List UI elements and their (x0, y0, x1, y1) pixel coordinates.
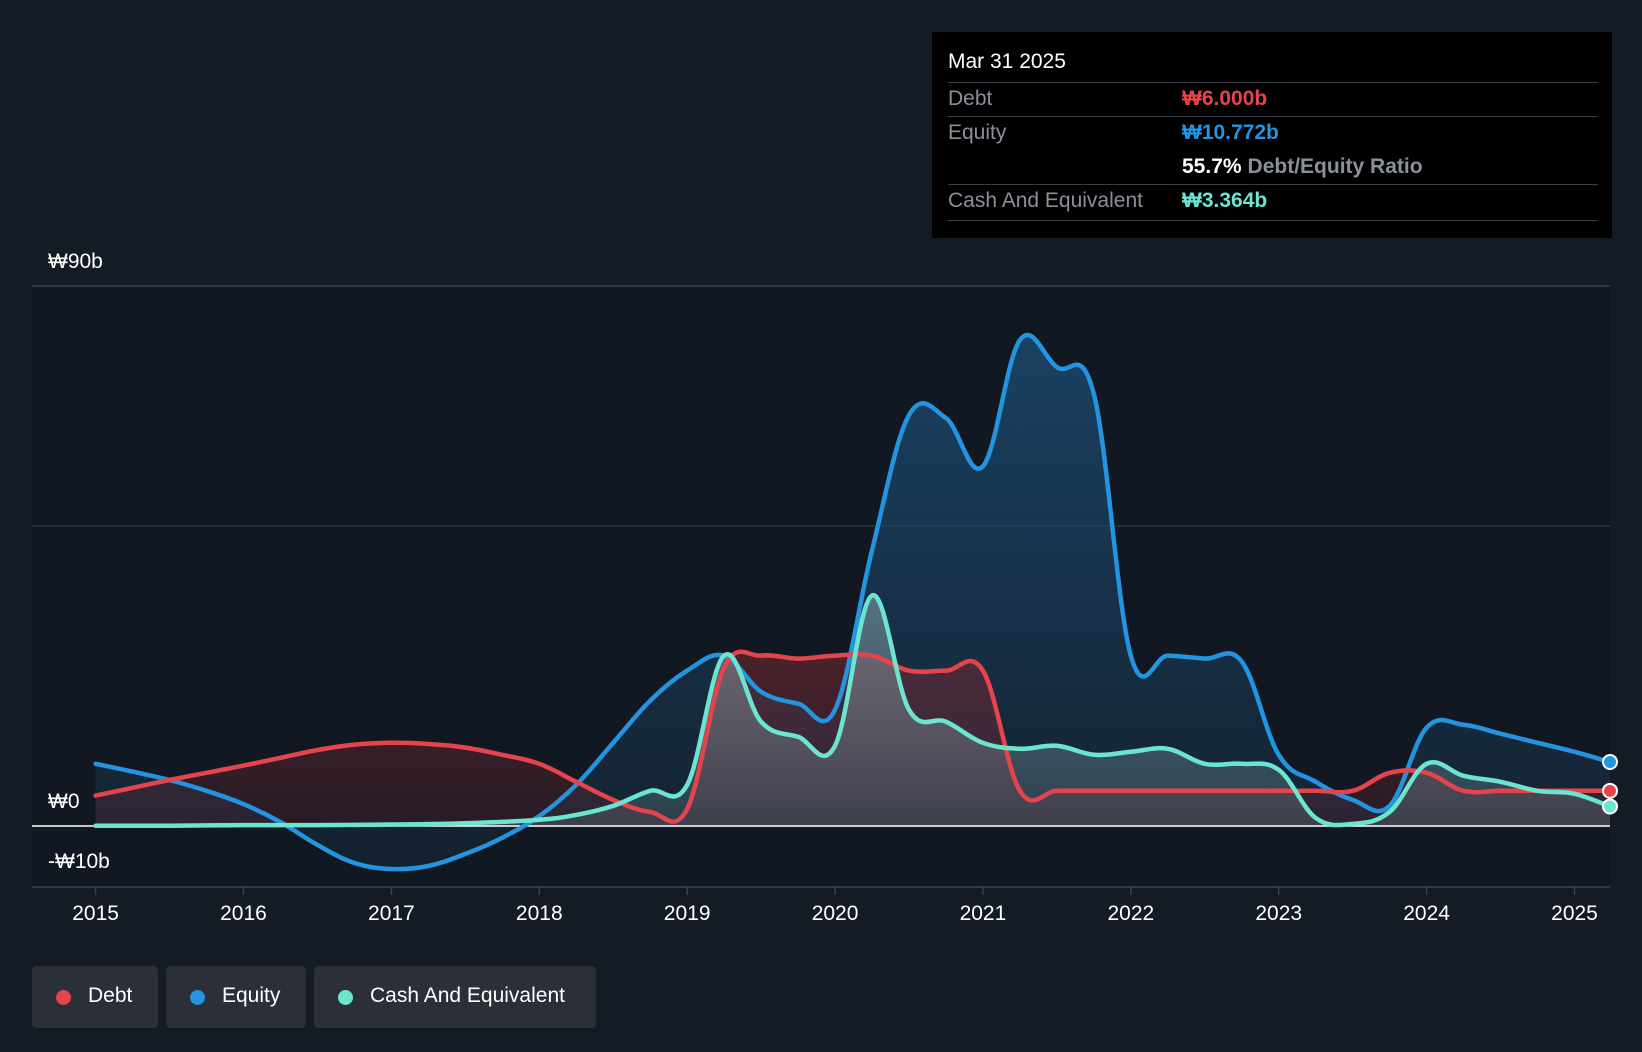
x-axis: 2015 2016 2017 2018 2019 2020 2021 2022 2023 2024… (72, 887, 1598, 925)
y-tick-0: ₩0 (48, 790, 80, 813)
tooltip-cash-label: Cash And Equivalent (948, 189, 1143, 212)
y-tick-90b: ₩90b (48, 250, 103, 273)
y-tick-neg10b: -₩10b (48, 850, 110, 873)
equity-line (93, 332, 1613, 872)
tooltip-equity-label: Equity (948, 121, 1007, 144)
x-tick-label: 2015 (72, 902, 119, 925)
x-tick-label: 2021 (960, 902, 1007, 925)
legend-equity[interactable]: Equity (166, 966, 306, 1028)
series-lines (93, 332, 1613, 872)
tooltip-date: Mar 31 2025 (948, 50, 1066, 73)
tooltip-cash-row: Cash And Equivalent ₩3.364b (948, 184, 1598, 219)
tooltip-equity-value: ₩10.772b (1182, 121, 1279, 144)
tooltip-debt-label: Debt (948, 87, 993, 110)
debt-line (93, 649, 1613, 824)
tooltip-debt-value: ₩6.000b (1182, 87, 1268, 110)
tooltip-divider (948, 220, 1598, 221)
x-tick-label: 2023 (1255, 902, 1302, 925)
legend-cash[interactable]: Cash And Equivalent (314, 966, 596, 1028)
legend-equity-label: Equity (222, 984, 281, 1007)
cash-dot-icon (338, 990, 353, 1005)
debt-dot-icon (56, 990, 71, 1005)
x-tick-label: 2016 (220, 902, 267, 925)
tooltip-ratio-value: 55.7% (1182, 155, 1242, 178)
equity-dot-icon (190, 990, 205, 1005)
equity-endpoint[interactable] (1602, 753, 1618, 770)
series-areas (95, 335, 1611, 870)
x-tick-label: 2022 (1107, 902, 1154, 925)
equity-area (95, 335, 1611, 870)
tooltip-debt-row: Debt ₩6.000b (948, 82, 1598, 117)
x-tick-label: 2024 (1403, 902, 1450, 925)
legend-debt[interactable]: Debt (32, 966, 158, 1028)
x-tick-label: 2017 (368, 902, 415, 925)
x-tick-label: 2020 (812, 902, 859, 925)
tooltip-cash-value: ₩3.364b (1182, 189, 1268, 212)
cash-area (95, 595, 1611, 827)
x-tick-label: 2019 (664, 902, 711, 925)
legend-debt-label: Debt (88, 984, 133, 1007)
x-tick-label: 2018 (516, 902, 563, 925)
tooltip: Mar 31 2025 Debt ₩6.000b Equity ₩10.772b… (932, 32, 1612, 238)
tooltip-equity-row: Equity ₩10.772b 55.7% Debt/Equity Ratio (948, 116, 1598, 185)
tooltip-ratio: 55.7% Debt/Equity Ratio (1182, 155, 1423, 179)
x-tick-label: 2025 (1551, 902, 1598, 925)
cash-line (93, 593, 1613, 828)
legend-cash-label: Cash And Equivalent (370, 984, 565, 1007)
series-endpoints (1602, 753, 1618, 815)
debt-endpoint[interactable] (1602, 782, 1618, 799)
cash-endpoint[interactable] (1602, 798, 1618, 815)
tooltip-ratio-label: Debt/Equity Ratio (1247, 155, 1423, 178)
